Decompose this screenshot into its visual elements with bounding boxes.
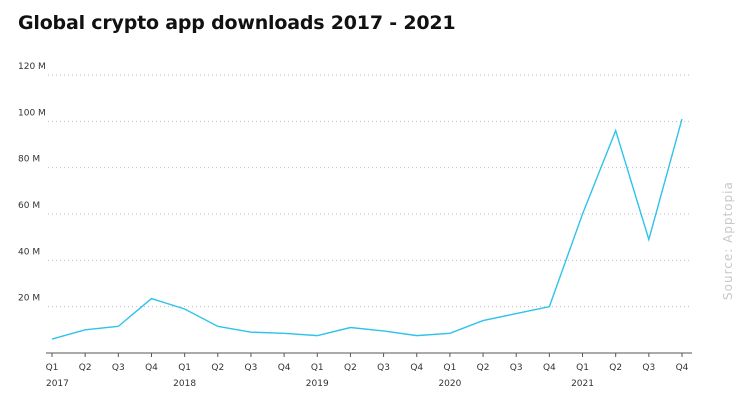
y-tick-label: 100 M (18, 108, 46, 118)
x-tick-label: Q1 (443, 363, 456, 373)
x-tick-label: Q4 (676, 363, 689, 373)
x-tick-label: Q3 (245, 363, 258, 373)
x-tick-label: Q1 (311, 363, 324, 373)
year-labels: 2017 2018 2019 2020 2021 (46, 379, 594, 389)
y-tick-label: 120 M (18, 62, 46, 72)
year-label-2020: 2020 (438, 379, 461, 389)
year-label-2018: 2018 (173, 379, 196, 389)
y-tick-label: 40 M (18, 247, 40, 257)
source-credit: Source: Apptopia (721, 181, 735, 300)
series-layer (51, 118, 683, 340)
x-tick-label: Q1 (178, 363, 191, 373)
y-tick-label: 20 M (18, 294, 40, 304)
x-tick-label: Q2 (79, 363, 92, 373)
x-tick-label: Q4 (145, 363, 158, 373)
y-tick-label: 60 M (18, 201, 40, 211)
x-tick-label: Q3 (377, 363, 390, 373)
gridlines (48, 74, 692, 308)
x-tick-label: Q2 (211, 363, 224, 373)
x-tick-label: Q4 (278, 363, 291, 373)
year-label-2019: 2019 (306, 379, 329, 389)
x-tick-label: Q3 (510, 363, 523, 373)
page-title: Global crypto app downloads 2017 - 2021 (18, 12, 456, 34)
series-line (51, 118, 683, 340)
x-axis (46, 352, 692, 357)
x-tick-label: Q4 (543, 363, 556, 373)
x-tick-label: Q2 (477, 363, 490, 373)
y-axis-tick-labels: 20 M 40 M 60 M 80 M 100 M 120 M (18, 62, 46, 304)
x-tick-label: Q3 (112, 363, 125, 373)
x-tick-label: Q2 (344, 363, 357, 373)
x-tick-label: Q3 (642, 363, 655, 373)
x-tick-label: Q1 (576, 363, 589, 373)
x-tick-label: Q1 (46, 363, 59, 373)
year-label-2017: 2017 (46, 379, 69, 389)
x-tick-label: Q4 (410, 363, 423, 373)
x-axis-tick-labels: Q1 Q2 Q3 Q4 Q1 Q2 Q3 Q4 Q1 Q2 Q3 Q4 Q1 Q2 Q3 Q4 Q1 Q2 Q3 Q4 (46, 363, 689, 373)
x-tick-label: Q2 (609, 363, 622, 373)
y-tick-label: 80 M (18, 155, 40, 165)
year-label-2021: 2021 (571, 379, 594, 389)
